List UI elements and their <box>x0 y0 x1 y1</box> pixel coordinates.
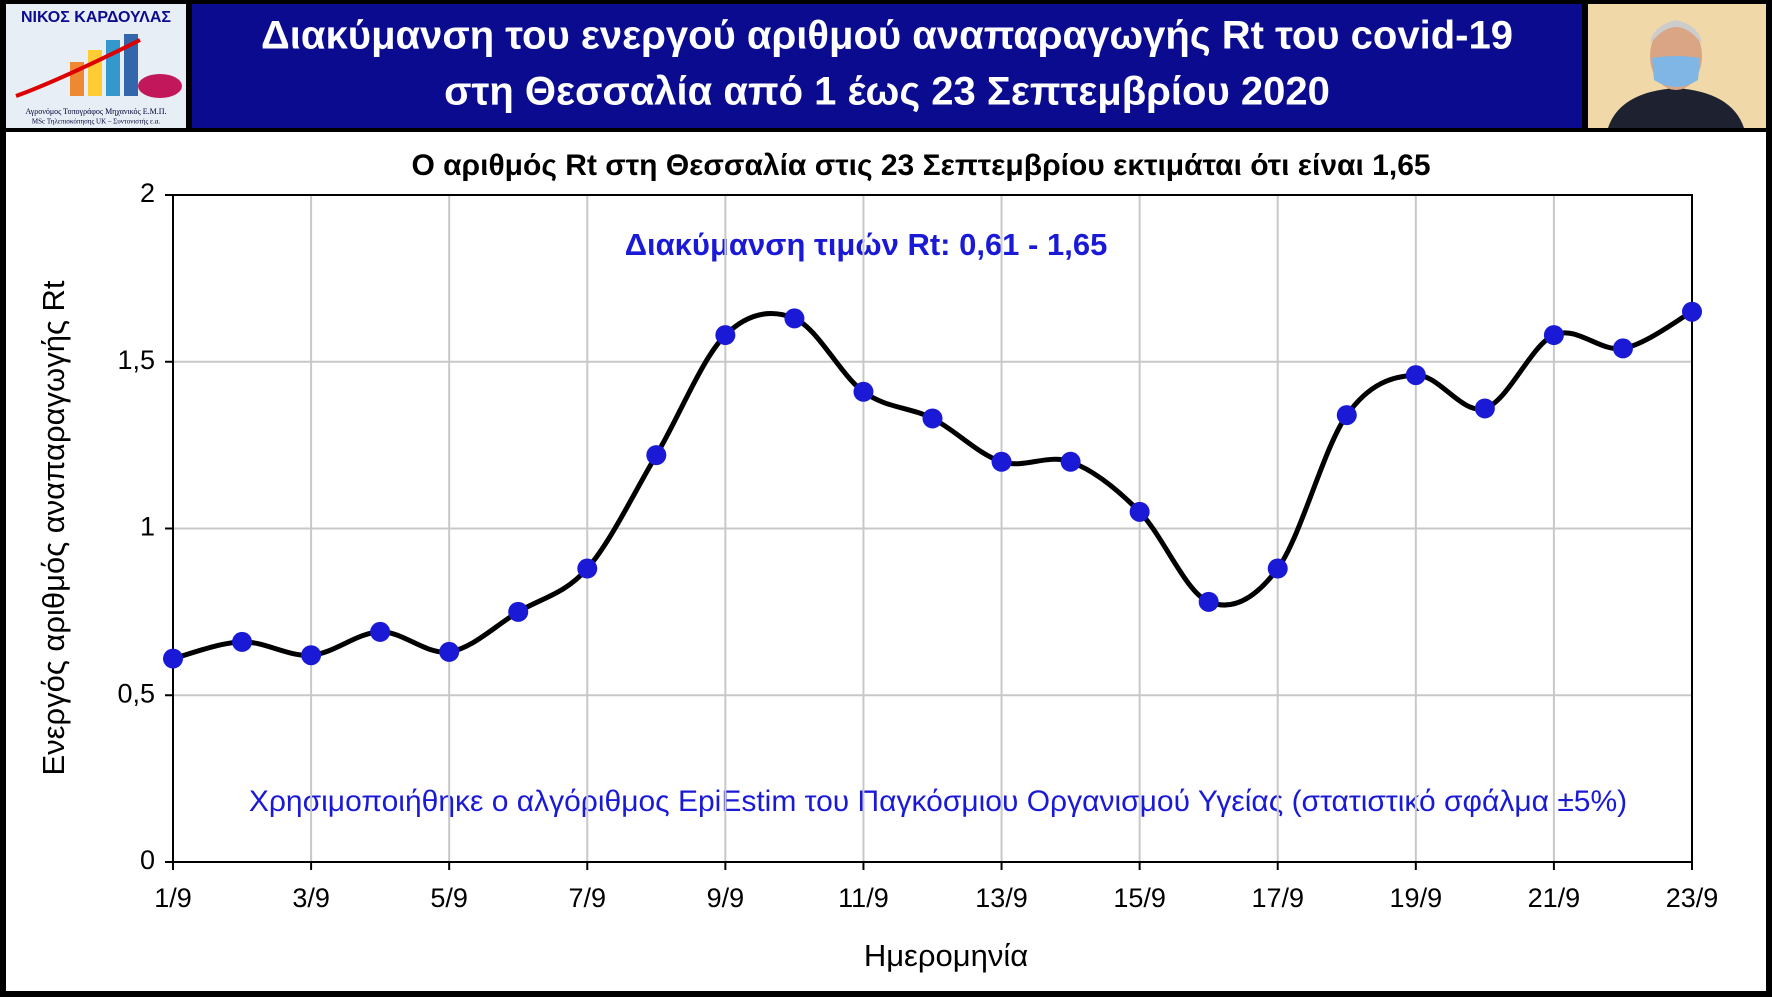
logo-text: MSc Τηλεπισκόπησης UK – Συντονιστής ε.α. <box>32 118 161 126</box>
data-point <box>577 558 598 579</box>
x-tick-label: 23/9 <box>1666 883 1719 913</box>
annotation: Χρησιμοποιήθηκε ο αλγόριθμος EpiEstim το… <box>249 785 1627 818</box>
logo-bar <box>88 50 102 96</box>
y-tick-label: 0 <box>140 845 155 875</box>
x-axis-label: Ημερομηνία <box>864 938 1028 973</box>
x-tick-label: 11/9 <box>838 883 889 913</box>
logo-name: ΝΙΚΟΣ ΚΑΡΔΟΥΛΑΣ <box>21 9 171 26</box>
logo: ΝΙΚΟΣ ΚΑΡΔΟΥΛΑΣ Αγρονόμος Τοπογράφος Μηχ… <box>6 4 186 128</box>
photo-hair <box>1650 20 1702 44</box>
header-band <box>192 4 1582 128</box>
x-tick-label: 17/9 <box>1251 883 1304 913</box>
data-point <box>1543 325 1564 346</box>
data-point <box>1129 501 1150 522</box>
photo <box>1588 4 1766 128</box>
y-axis-label: Ενεργός αριθμός αναπαραγωγής Rt <box>36 280 71 775</box>
data-point <box>1612 338 1633 359</box>
data-point <box>715 325 736 346</box>
x-tick-label: 9/9 <box>707 883 745 913</box>
data-point <box>370 621 391 642</box>
data-point <box>1198 591 1219 612</box>
data-point <box>163 648 183 669</box>
data-point <box>853 381 874 402</box>
annotation: Διακύμανση τιμών Rt: 0,61 - 1,65 <box>625 227 1108 262</box>
logo-bar <box>106 40 120 96</box>
header-title: Διακύμανση του ενεργού αριθμού αναπαραγω… <box>261 14 1513 58</box>
chart-title: Ο αριθμός Rt στη Θεσσαλία στις 23 Σεπτεμ… <box>411 149 1430 182</box>
logo-pie <box>138 74 182 98</box>
y-tick-label: 1 <box>140 512 155 542</box>
header-title: στη Θεσσαλία από 1 έως 23 Σεπτεμβρίου 20… <box>444 70 1330 114</box>
logo-arrow <box>15 38 141 98</box>
x-tick-label: 1/9 <box>154 883 192 913</box>
data-point <box>646 445 667 466</box>
photo-mask <box>1652 56 1700 87</box>
data-point <box>1336 405 1357 426</box>
data-point <box>232 631 253 652</box>
plot-border <box>172 194 1693 863</box>
data-point <box>1474 398 1495 419</box>
data-point <box>439 641 460 662</box>
data-point <box>784 308 805 329</box>
data-point <box>301 645 322 666</box>
x-tick-label: 15/9 <box>1113 883 1166 913</box>
y-tick-label: 0,5 <box>117 678 155 708</box>
x-tick-label: 21/9 <box>1528 883 1581 913</box>
logo-text: Αγρονόμος Τοπογράφος Μηχανικός Ε.Μ.Π. <box>26 107 167 116</box>
data-point <box>508 601 529 622</box>
x-tick-label: 19/9 <box>1390 883 1443 913</box>
x-tick-label: 7/9 <box>568 883 606 913</box>
y-tick-label: 2 <box>140 178 155 208</box>
data-point <box>922 408 943 429</box>
x-tick-label: 3/9 <box>292 883 330 913</box>
y-tick-label: 1,5 <box>117 345 155 375</box>
data-point <box>1682 301 1702 322</box>
data-point <box>1267 558 1288 579</box>
chart-panel <box>6 132 1766 991</box>
data-point <box>1060 451 1081 472</box>
x-tick-label: 5/9 <box>430 883 468 913</box>
logo-bar <box>124 34 138 96</box>
data-point <box>1405 365 1426 386</box>
x-tick-label: 13/9 <box>975 883 1028 913</box>
data-point <box>991 451 1012 472</box>
photo-body <box>1608 88 1744 128</box>
